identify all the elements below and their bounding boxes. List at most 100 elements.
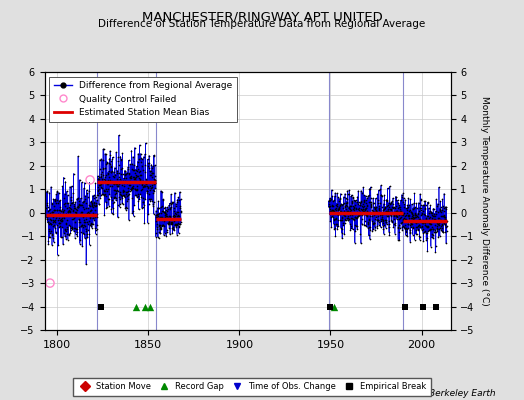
Point [158,214,166,220]
Point [123,189,132,195]
Point [168,230,177,236]
Point [121,178,129,184]
Point [100,146,108,152]
Point [424,214,433,221]
Point [105,155,114,162]
Point [341,217,349,223]
Point [170,212,179,219]
Point [346,220,354,227]
Point [442,204,450,210]
Point [425,220,433,226]
Point [51,229,60,235]
Point [401,196,409,203]
Point [115,162,123,168]
Point [111,187,119,194]
Point [398,192,406,198]
Point [418,210,427,217]
Point [172,200,180,207]
Point [340,231,348,238]
Point [52,213,61,219]
Point [172,224,180,230]
Point [122,189,130,196]
Point [81,219,89,226]
Point [88,202,96,209]
Point [77,223,85,229]
Point [373,209,381,216]
Point [369,226,378,232]
Point [426,202,434,208]
Point [47,221,55,228]
Point [147,168,155,174]
Point [369,200,378,206]
Point [407,221,415,227]
Point [389,195,397,201]
Point [355,212,363,219]
Point [123,193,131,199]
Point [90,195,98,202]
Point [135,156,143,163]
Point [337,225,345,231]
Point [123,198,132,204]
Point [329,214,337,221]
Point [353,223,361,230]
Point [336,210,344,217]
Point [86,177,94,183]
Point [171,222,180,228]
Point [144,160,152,166]
Point [80,180,89,186]
Point [154,210,162,217]
Point [350,215,358,222]
Point [132,303,140,310]
Point [425,226,434,233]
Point [73,195,81,202]
Point [171,222,180,228]
Point [117,171,126,177]
Point [149,203,157,209]
Point [66,223,74,229]
Point [54,215,63,222]
Point [425,205,433,211]
Point [106,152,114,159]
Point [162,227,171,233]
Point [88,220,96,227]
Point [110,180,118,187]
Point [65,222,73,229]
Point [166,214,174,221]
Point [64,200,72,206]
Point [441,206,450,212]
Point [408,205,417,212]
Point [166,206,174,212]
Point [109,180,117,186]
Point [331,225,340,231]
Point [376,199,385,206]
Point [152,217,160,224]
Point [361,218,369,224]
Point [385,229,393,235]
Point [128,208,137,214]
Point [440,205,448,212]
Point [133,173,141,180]
Point [362,205,370,212]
Point [331,215,339,222]
Point [164,220,172,226]
Point [150,187,159,194]
Point [160,214,169,220]
Point [434,214,442,221]
Point [146,185,155,191]
Point [418,208,427,214]
Point [54,189,63,196]
Point [349,205,357,212]
Point [375,203,384,209]
Point [370,220,378,226]
Point [170,210,179,216]
Point [152,215,161,222]
Point [367,208,376,215]
Point [359,198,368,205]
Point [167,204,175,210]
Point [140,182,149,189]
Point [429,232,437,238]
Point [409,205,418,211]
Point [436,217,445,224]
Point [100,212,108,218]
Point [107,194,115,200]
